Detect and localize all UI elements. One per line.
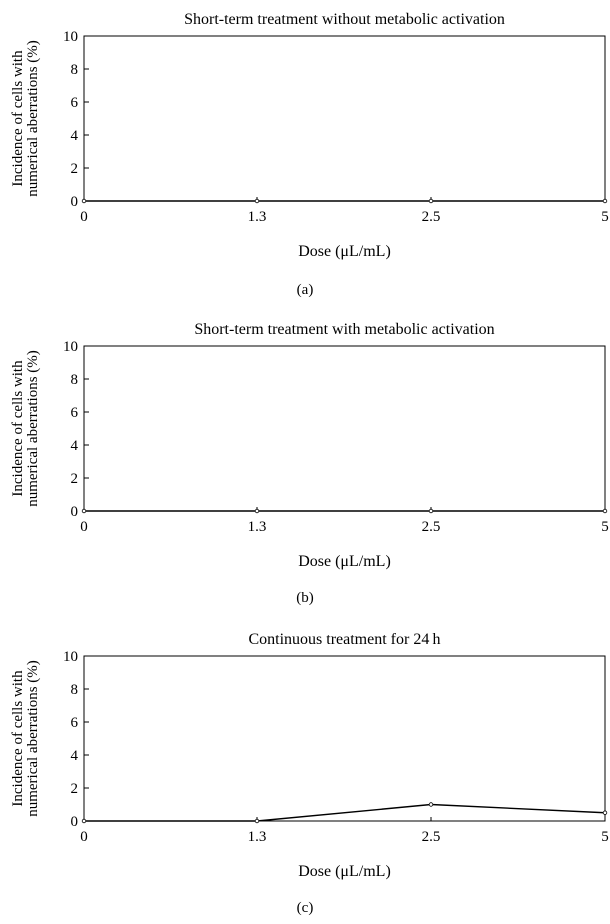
- x-tick-label: 2.5: [422, 519, 441, 535]
- x-tick-label: 5: [601, 209, 609, 225]
- x-tick-label: 0: [80, 519, 88, 535]
- y-tick-label: 4: [71, 438, 79, 454]
- y-tick-label: 0: [71, 194, 79, 210]
- y-axis-label-line: numerical aberrations (%): [25, 40, 41, 197]
- y-axis-label: Incidence of cells withnumerical aberrat…: [10, 40, 41, 197]
- y-tick-label: 2: [71, 781, 79, 797]
- data-point: [428, 198, 434, 204]
- data-point: [428, 508, 434, 514]
- y-tick-label: 4: [71, 128, 79, 144]
- x-axis-label: Dose (μL/mL): [298, 243, 391, 260]
- x-tick-label: 0: [80, 829, 88, 845]
- chart-title: Continuous treatment for 24 h: [248, 631, 440, 648]
- y-tick-label: 0: [71, 504, 79, 520]
- data-point: [602, 508, 608, 514]
- data-point: [254, 508, 260, 514]
- y-tick-label: 6: [71, 715, 79, 731]
- y-tick-label: 10: [63, 29, 78, 45]
- x-tick-label: 1.3: [248, 209, 267, 225]
- data-point: [254, 818, 260, 824]
- x-tick-label: 5: [601, 829, 609, 845]
- data-point: [602, 810, 608, 815]
- plot-frame: [83, 35, 606, 202]
- panel-caption: (b): [296, 590, 314, 606]
- x-axis-label: Dose (μL/mL): [298, 553, 391, 570]
- panel-caption: (a): [296, 282, 314, 298]
- chart-svg: Short-term treatment with metabolic acti…: [10, 321, 609, 570]
- y-tick-label: 0: [71, 814, 79, 830]
- y-tick-label: 6: [71, 405, 79, 421]
- plot-frame: [83, 655, 606, 822]
- data-point: [81, 198, 87, 204]
- x-tick-label: 0: [80, 209, 88, 225]
- chart-panel-a: Short-term treatment without metabolic a…: [0, 0, 610, 300]
- data-point: [602, 198, 608, 204]
- y-tick-label: 10: [63, 339, 78, 355]
- data-point: [81, 818, 87, 824]
- x-axis-label: Dose (μL/mL): [298, 863, 391, 880]
- plot-frame: [83, 345, 606, 512]
- y-tick-label: 8: [71, 682, 79, 698]
- x-tick-label: 1.3: [248, 829, 267, 845]
- y-axis-label-line: numerical aberrations (%): [25, 660, 41, 817]
- panel-caption: (c): [296, 900, 314, 916]
- y-tick-label: 6: [71, 95, 79, 111]
- y-axis-label-line: Incidence of cells with: [10, 360, 26, 497]
- x-tick-label: 1.3: [248, 519, 267, 535]
- y-axis-label-line: Incidence of cells with: [10, 670, 26, 807]
- chart-svg: Continuous treatment for 24 h 0 2 4 6 8 10 0 1.3…: [10, 631, 609, 880]
- y-tick-label: 10: [63, 649, 78, 665]
- y-axis-label-line: Incidence of cells with: [10, 50, 26, 187]
- y-tick-label: 2: [71, 471, 79, 487]
- x-tick-label: 2.5: [422, 209, 441, 225]
- chart-panel-c: Continuous treatment for 24 h 0 2 4 6 8 10 0 1.3…: [0, 620, 610, 920]
- x-tick-label: 2.5: [422, 829, 441, 845]
- chart-title: Short-term treatment with metabolic acti…: [194, 321, 494, 338]
- y-tick-label: 4: [71, 748, 79, 764]
- y-tick-label: 8: [71, 372, 79, 388]
- y-axis-label: Incidence of cells withnumerical aberrat…: [10, 660, 41, 817]
- data-point: [254, 198, 260, 204]
- y-tick-label: 8: [71, 62, 79, 78]
- chart-panel-b: Short-term treatment with metabolic acti…: [0, 310, 610, 610]
- data-point: [428, 802, 434, 807]
- chart-title: Short-term treatment without metabolic a…: [184, 11, 505, 28]
- y-axis-label-line: numerical aberrations (%): [25, 350, 41, 507]
- series-line: [84, 803, 606, 822]
- x-tick-label: 5: [601, 519, 609, 535]
- y-axis-label: Incidence of cells withnumerical aberrat…: [10, 350, 41, 507]
- data-point: [81, 508, 87, 514]
- y-tick-label: 2: [71, 161, 79, 177]
- chart-svg: Short-term treatment without metabolic a…: [10, 11, 609, 260]
